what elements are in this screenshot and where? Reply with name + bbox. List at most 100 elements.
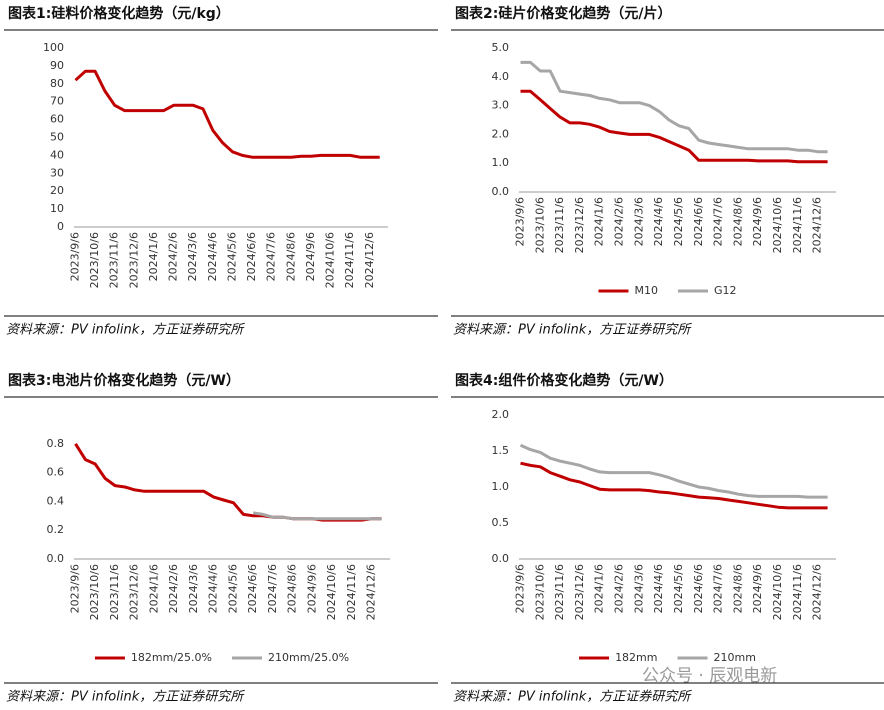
legend-label: 210mm/25.0% [268,651,349,664]
x-tick-label: 2024/7/6 [712,197,725,246]
y-tick-label: 0.2 [47,523,65,536]
x-tick-label: 2024/6/6 [246,564,259,613]
x-tick-label: 2024/10/6 [325,564,338,620]
y-tick-label: 0.6 [47,466,65,479]
x-tick-label: 2024/5/6 [672,564,685,613]
y-tick-label: 0.4 [47,494,65,507]
x-tick-label: 2024/7/6 [266,564,279,613]
x-tick-label: 2024/3/6 [186,232,199,281]
x-tick-label: 2024/4/6 [652,564,665,613]
x-tick-label: 2024/3/6 [632,564,645,613]
x-tick-label: 2024/10/6 [771,197,784,253]
x-tick-label: 2024/8/6 [731,564,744,613]
chart-title: 图表2:硅片价格变化趋势（元/片） [455,5,671,22]
x-tick-label: 2024/5/6 [672,197,685,246]
x-tick-label: 2024/12/6 [811,564,824,620]
series-line [520,461,828,510]
x-tick-label: 2023/12/6 [573,564,586,620]
x-tick-label: 2023/11/6 [108,564,121,620]
series-line [520,89,828,164]
x-tick-label: 2024/9/6 [751,197,764,246]
x-tick-label: 2024/5/6 [225,232,238,281]
legend-label: G12 [714,284,737,297]
chart-title: 图表4:组件价格变化趋势（元/W） [455,372,673,389]
x-tick-label: 2024/6/6 [692,197,705,246]
x-tick-label: 2024/10/6 [771,564,784,620]
x-tick-label: 2024/2/6 [167,564,180,613]
series-line [519,443,828,499]
y-tick-label: 10 [50,202,64,215]
y-tick-label: 0.5 [492,516,510,529]
y-tick-label: 2.0 [492,408,510,421]
y-tick-label: 0.8 [47,437,65,450]
x-tick-label: 2024/2/6 [613,197,626,246]
y-tick-label: 2.0 [492,127,510,140]
y-tick-label: 90 [50,59,64,72]
source-note: 资料来源：PV infolink，方正证券研究所 [6,689,245,705]
legend-label: 182mm/25.0% [131,651,212,664]
series-line [74,69,380,159]
chart-title: 图表3:电池片价格变化趋势（元/W） [8,372,240,389]
x-tick-label: 2023/11/6 [553,564,566,620]
x-tick-label: 2024/1/6 [593,197,606,246]
x-tick-label: 2023/10/6 [88,564,101,620]
x-tick-label: 2024/9/6 [751,564,764,613]
x-tick-label: 2023/11/6 [108,232,121,288]
x-tick-label: 2024/1/6 [593,564,606,613]
x-tick-label: 2024/7/6 [265,232,278,281]
x-tick-label: 2023/12/6 [127,232,140,288]
y-tick-label: 4.0 [492,70,510,83]
x-tick-label: 2024/7/6 [712,564,725,613]
x-tick-label: 2024/11/6 [791,197,804,253]
y-tick-label: 0.0 [47,552,65,565]
x-tick-label: 2024/1/6 [147,564,160,613]
x-tick-label: 2023/9/6 [68,232,81,281]
x-tick-label: 2024/8/6 [731,197,744,246]
y-tick-label: 30 [50,166,64,179]
x-tick-label: 2024/10/6 [324,232,337,288]
x-tick-label: 2024/11/6 [791,564,804,620]
y-tick-label: 0 [57,220,64,233]
x-tick-label: 2023/9/6 [513,197,526,246]
y-tick-label: 0.0 [492,185,510,198]
x-tick-label: 2024/6/6 [245,232,258,281]
x-tick-label: 2024/9/6 [305,564,318,613]
x-tick-label: 2024/4/6 [206,232,219,281]
legend-label: M10 [634,284,658,297]
y-tick-label: 20 [50,184,64,197]
x-tick-label: 2024/8/6 [284,232,297,281]
x-tick-label: 2023/10/6 [88,232,101,288]
x-tick-label: 2024/12/6 [811,197,824,253]
y-tick-label: 70 [50,95,64,108]
y-tick-label: 0.0 [492,552,510,565]
x-tick-label: 2024/1/6 [147,232,160,281]
x-tick-label: 2024/3/6 [187,564,200,613]
x-tick-label: 2024/5/6 [226,564,239,613]
x-tick-label: 2024/11/6 [345,564,358,620]
watermark: 公众号 · 辰观电新 [642,666,777,686]
x-tick-label: 2024/12/6 [365,564,378,620]
source-note: 资料来源：PV infolink，方正证券研究所 [453,322,692,338]
series-line [252,511,382,521]
legend-label: 182mm [615,651,657,664]
x-tick-label: 2024/4/6 [652,197,665,246]
y-tick-label: 5.0 [492,41,510,54]
y-tick-label: 3.0 [492,99,510,112]
x-tick-label: 2023/10/6 [533,197,546,253]
y-tick-label: 1.0 [492,156,510,169]
y-tick-label: 80 [50,77,64,90]
chart-title: 图表1:硅料价格变化趋势（元/kg） [8,5,230,22]
y-tick-label: 40 [50,148,64,161]
series-line [74,443,382,522]
x-tick-label: 2024/4/6 [207,564,220,613]
x-tick-label: 2023/11/6 [553,197,566,253]
y-tick-label: 60 [50,113,64,126]
x-tick-label: 2023/12/6 [128,564,141,620]
source-note: 资料来源：PV infolink，方正证券研究所 [6,322,245,338]
source-note: 资料来源：PV infolink，方正证券研究所 [453,689,692,705]
legend-label: 210mm [714,651,756,664]
x-tick-label: 2023/9/6 [513,564,526,613]
series-line [520,60,828,154]
x-tick-label: 2024/12/6 [363,232,376,288]
